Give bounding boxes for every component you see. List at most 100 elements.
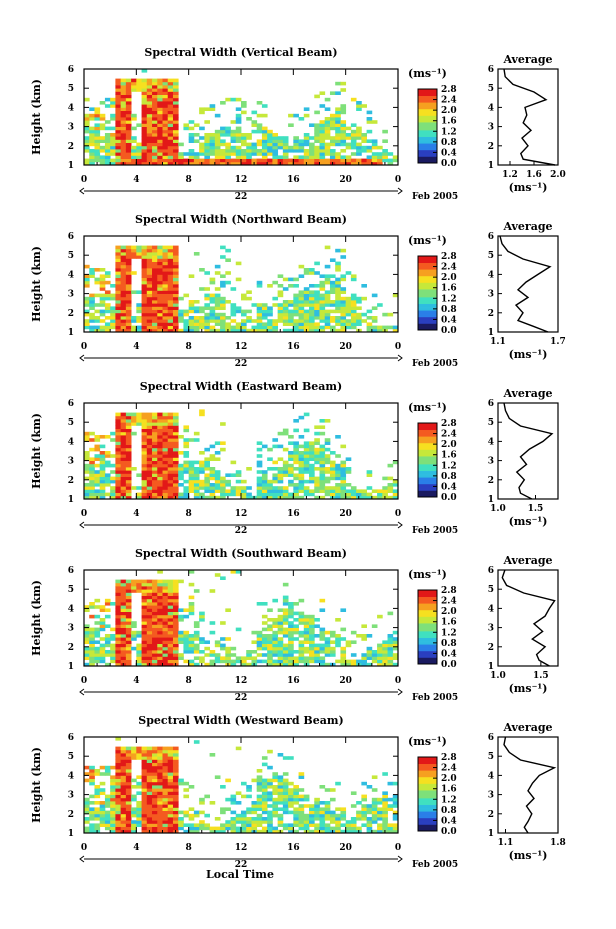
heatmap-cell [282,145,289,150]
heatmap-cell [392,492,399,497]
heatmap-cell [356,826,362,831]
heatmap-cell [309,293,315,298]
heatmap-cell [157,312,163,317]
heatmap-cell [267,319,273,323]
heatmap-cell [303,817,310,821]
heatmap-cell [120,582,127,587]
heatmap-cell [282,772,289,776]
heatmap-cell [99,117,106,121]
heatmap-cell [152,149,158,153]
heatmap-cell [319,287,326,291]
heatmap-cell [361,149,367,153]
heatmap-cell [303,467,310,471]
colorbar-segment [418,616,437,619]
heatmap-cell [141,293,148,298]
heatmap-cell [157,451,163,455]
heatmap-cell [146,457,153,461]
heatmap-cell [104,608,111,612]
heatmap-cell [272,319,279,323]
heatmap-cell [125,328,132,333]
heatmap-cell [94,801,101,805]
heatmap-cell [309,813,315,818]
heatmap-cell [157,791,163,795]
heatmap-cell [136,415,142,420]
heatmap-cell [146,290,153,294]
heatmap-cell [115,598,122,603]
average-title: Average [502,220,552,233]
colorbar-segment [418,766,437,768]
heatmap-cell [152,749,158,754]
heatmap-cell [110,489,116,493]
heatmap-cell [152,797,158,802]
y-tick-label: 5 [68,418,74,428]
heatmap-cell [340,495,347,500]
heatmap-cell [162,817,169,821]
heatmap-cell [235,470,242,474]
heatmap-cell [120,611,127,616]
heatmap-cell [94,268,101,272]
heatmap-cell [84,431,90,436]
heatmap-cell [167,94,174,99]
heatmap-cell [167,794,174,799]
heatmap-cell [157,261,163,266]
heatmap-cell [345,659,352,664]
heatmap-cell [329,280,336,285]
heatmap-cell [136,319,142,323]
heatmap-cell [288,451,294,455]
heatmap-cell [157,78,163,83]
heatmap-cell [162,316,169,320]
heatmap-cell [183,158,190,163]
heatmap-cell [293,293,299,298]
heatmap-cell [246,662,252,667]
heatmap-cell [241,328,247,333]
heatmap-cell [167,264,174,269]
heatmap-cell [314,296,320,301]
heatmap-cell [298,306,305,310]
colorbar-segment [418,323,437,326]
heatmap-cell [146,88,153,92]
heatmap-cell [230,97,237,102]
colorbar-segment [418,471,437,474]
heatmap-cell [157,621,163,625]
heatmap-cell [303,457,310,461]
heatmap-cell [350,293,357,298]
heatmap-cell [152,94,158,99]
heatmap-cell [94,457,101,461]
heatmap-cell [209,107,216,111]
colorbar-segment [418,466,437,469]
heatmap-cell [193,476,200,481]
heatmap-cell [89,659,95,664]
heatmap-cell [324,309,331,314]
heatmap-cell [377,662,383,667]
heatmap-cell [172,136,179,140]
heatmap-cell [167,126,174,131]
heatmap-cell [115,794,122,799]
heatmap-cell [167,598,174,603]
heatmap-cell [261,640,268,644]
heatmap-cell [172,107,179,111]
heatmap-cell [157,94,163,99]
heatmap-cell [340,467,347,471]
heatmap-cell [209,444,216,449]
heatmap-cell [125,460,132,465]
heatmap-cell [84,772,90,776]
heatmap-cell [225,489,231,493]
heatmap-cell [115,785,122,789]
y-tick-label: 2 [68,476,74,486]
heatmap-cell [319,451,326,455]
heatmap-cell [392,155,399,159]
heatmap-cell [157,268,163,272]
heatmap-cell [241,781,247,786]
heatmap-cell [267,152,273,156]
heatmap-cell [309,268,315,272]
heatmap-cell [340,463,347,468]
heatmap-cell [303,296,310,301]
heatmap-cell [125,634,132,638]
heatmap-cell [193,826,200,831]
heatmap-cell [329,149,336,153]
heatmap-cell [162,759,169,763]
heatmap-cell [120,781,127,786]
heatmap-cell [183,460,190,465]
heatmap-cell [146,454,153,458]
colorbar-segment [418,819,437,821]
